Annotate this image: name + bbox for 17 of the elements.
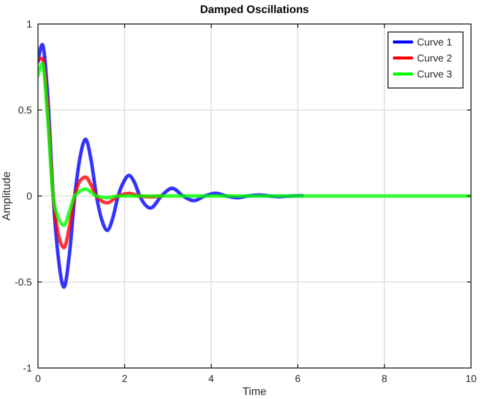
y-tick-label: -1 xyxy=(23,364,32,374)
y-tick-label: 0 xyxy=(26,192,32,202)
legend-label: Curve 3 xyxy=(417,70,452,80)
x-tick-label: 10 xyxy=(465,374,477,385)
y-tick-label: -0.5 xyxy=(14,278,32,288)
y-tick-label: 0.5 xyxy=(18,106,32,116)
x-tick-label: 4 xyxy=(208,374,214,385)
x-tick-label: 8 xyxy=(382,374,388,385)
x-tick-label: 2 xyxy=(122,374,128,385)
chart-title: Damped Oscillations xyxy=(200,4,309,16)
x-axis-title: Time xyxy=(242,386,267,398)
x-tick-label: 0 xyxy=(35,374,42,385)
y-tick-label: 1 xyxy=(26,20,32,30)
x-tick-label: 6 xyxy=(295,374,302,385)
y-axis-title: Amplitude xyxy=(1,172,13,220)
legend-label: Curve 2 xyxy=(417,54,452,64)
legend-label: Curve 1 xyxy=(417,38,452,48)
